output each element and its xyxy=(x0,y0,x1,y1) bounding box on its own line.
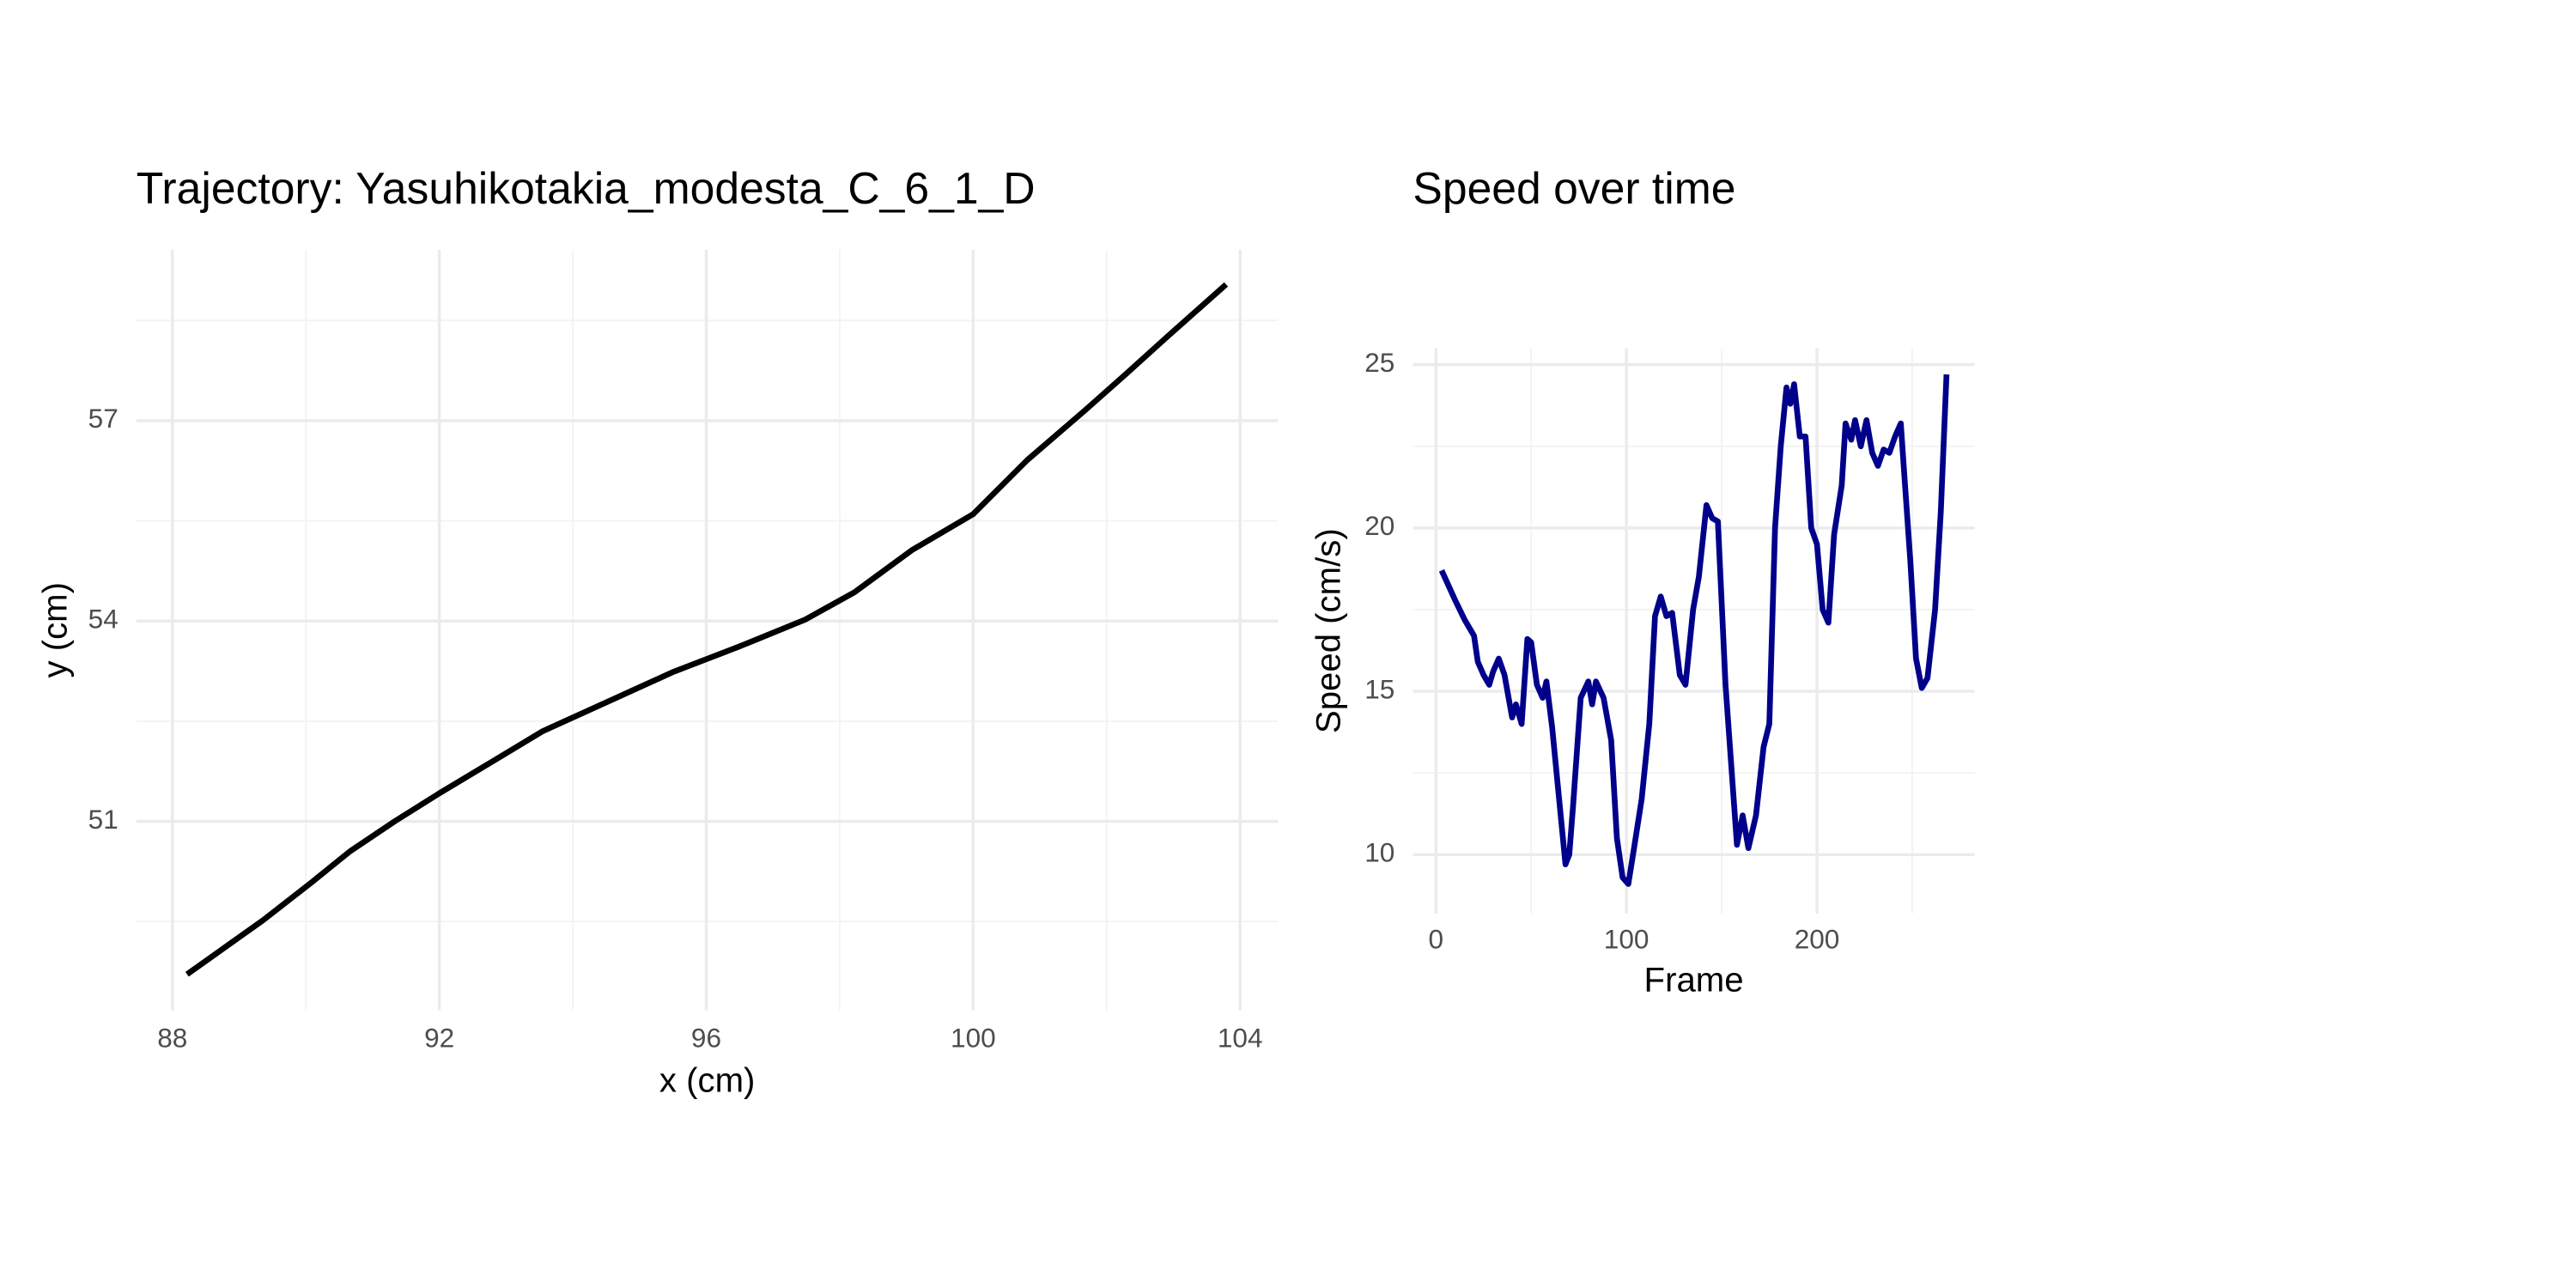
y-tick-label: 15 xyxy=(1364,673,1394,704)
y-tick-label: 25 xyxy=(1364,347,1394,378)
chart-panel: 0 100 200 10 15 20 25 Speed over time Frame Speed… xyxy=(1309,163,1975,999)
chart-title: Speed over time xyxy=(1413,163,1735,213)
y-tick-label: 51 xyxy=(88,804,118,835)
data-line xyxy=(185,282,1229,977)
y-tick-label: 10 xyxy=(1364,837,1394,868)
x-tick-label: 100 xyxy=(951,1022,996,1053)
x-tick-label: 96 xyxy=(691,1022,721,1053)
x-tick-label: 88 xyxy=(157,1022,187,1053)
y-tick-label: 54 xyxy=(88,604,118,635)
x-axis-label: x (cm) xyxy=(659,1060,756,1099)
x-tick-label: 200 xyxy=(1795,924,1840,955)
y-tick-label: 20 xyxy=(1364,510,1394,541)
y-axis-label: y (cm) xyxy=(36,582,75,678)
chart-title: Trajectory: Yasuhikotakia_modesta_C_6_1_… xyxy=(137,163,1036,213)
y-tick-label: 57 xyxy=(88,403,118,434)
y-axis-label: Speed (cm/s) xyxy=(1309,528,1347,733)
x-tick-label: 100 xyxy=(1604,924,1649,955)
x-tick-label: 0 xyxy=(1428,924,1443,955)
data-line xyxy=(1438,374,1950,887)
x-tick-label: 92 xyxy=(424,1022,454,1053)
x-tick-label: 104 xyxy=(1218,1022,1263,1053)
x-axis-label: Frame xyxy=(1644,961,1744,999)
chart-panel: 88 92 96 100 104 51 54 57 Trajectory: Yasuhikota… xyxy=(36,163,1279,1099)
